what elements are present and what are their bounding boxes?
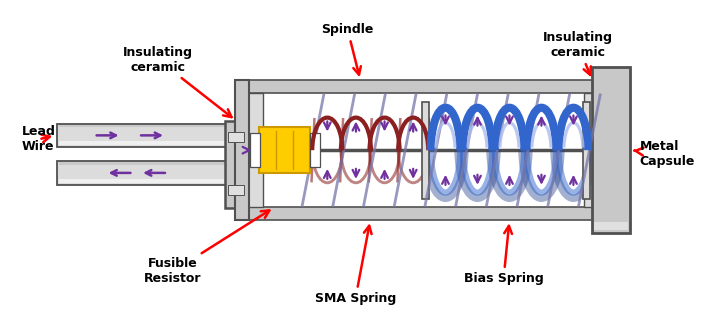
Bar [57, 123, 239, 147]
Text: Insulating
ceramic: Insulating ceramic [123, 45, 232, 117]
Text: Bias Spring: Bias Spring [464, 226, 544, 286]
Bar [592, 67, 630, 233]
Bar [59, 141, 237, 145]
Bar [235, 80, 249, 220]
Bar [310, 133, 320, 167]
Bar [585, 93, 602, 208]
Text: Fusible
Resistor: Fusible Resistor [144, 211, 270, 286]
Text: Spindle: Spindle [321, 23, 373, 75]
Text: Metal
Capsule: Metal Capsule [634, 140, 695, 168]
Bar [258, 127, 310, 173]
Bar [59, 162, 237, 165]
Bar [594, 222, 628, 230]
Bar [59, 124, 237, 127]
Text: SMA Spring: SMA Spring [315, 226, 396, 305]
Bar [247, 208, 602, 220]
Text: Insulating
ceramic: Insulating ceramic [543, 31, 613, 75]
Text: Lead
Wire: Lead Wire [22, 125, 56, 153]
Bar [57, 161, 239, 185]
Bar [582, 102, 590, 199]
Bar [250, 133, 260, 167]
Bar [245, 93, 263, 208]
Bar [421, 102, 429, 199]
Bar [228, 132, 244, 142]
Bar [247, 93, 602, 208]
Bar [228, 185, 244, 195]
Bar [59, 179, 237, 183]
Bar [225, 120, 247, 209]
Bar [247, 80, 602, 93]
